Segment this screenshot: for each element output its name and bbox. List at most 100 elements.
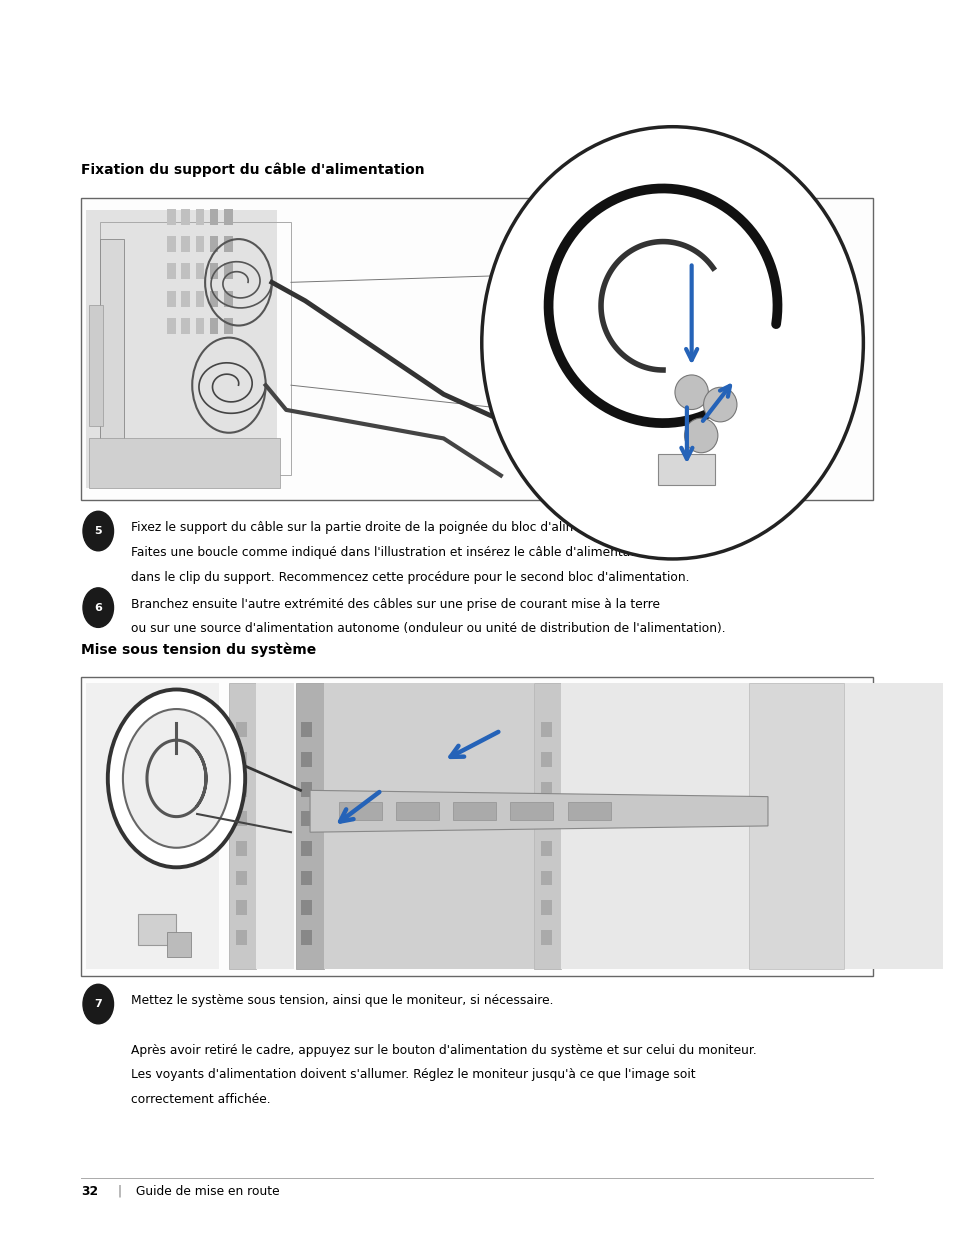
Circle shape: [83, 984, 113, 1024]
Bar: [300, 900, 312, 915]
Bar: [210, 209, 218, 225]
Bar: [300, 930, 312, 945]
Bar: [181, 209, 190, 225]
Bar: [235, 871, 247, 885]
Bar: [338, 802, 381, 820]
Bar: [195, 317, 204, 333]
Text: 6: 6: [94, 603, 102, 613]
Bar: [167, 209, 175, 225]
Bar: [255, 683, 294, 969]
Bar: [453, 802, 496, 820]
Bar: [567, 802, 610, 820]
Bar: [224, 290, 233, 306]
Bar: [181, 263, 190, 279]
Bar: [540, 841, 552, 856]
Bar: [224, 236, 233, 252]
Bar: [540, 930, 552, 945]
Bar: [81, 198, 872, 500]
Bar: [235, 841, 247, 856]
Bar: [195, 290, 204, 306]
Bar: [300, 811, 312, 826]
Bar: [534, 683, 560, 969]
Bar: [181, 236, 190, 252]
Bar: [748, 683, 843, 969]
Bar: [167, 317, 175, 333]
Bar: [195, 263, 204, 279]
Bar: [181, 317, 190, 333]
Bar: [560, 683, 942, 969]
Bar: [210, 263, 218, 279]
Bar: [300, 722, 312, 737]
Bar: [195, 290, 204, 306]
Bar: [324, 683, 534, 969]
Bar: [167, 236, 175, 252]
Bar: [195, 236, 204, 252]
Bar: [167, 236, 175, 252]
Text: Mise sous tension du système: Mise sous tension du système: [81, 642, 316, 657]
Bar: [167, 932, 191, 957]
Bar: [224, 263, 233, 279]
Text: Fixation du support du câble d'alimentation: Fixation du support du câble d'alimentat…: [81, 162, 424, 177]
Bar: [181, 209, 190, 225]
Ellipse shape: [674, 375, 707, 410]
Bar: [235, 752, 247, 767]
Text: Fixez le support du câble sur la partie droite de la poignée du bloc d'alimentat: Fixez le support du câble sur la partie …: [131, 521, 632, 535]
Bar: [295, 683, 324, 969]
Bar: [300, 752, 312, 767]
Bar: [167, 263, 175, 279]
Bar: [138, 914, 176, 945]
Bar: [195, 236, 204, 252]
Bar: [181, 290, 190, 306]
Bar: [235, 722, 247, 737]
Bar: [224, 317, 233, 333]
Bar: [81, 677, 872, 976]
Text: Mettez le système sous tension, ainsi que le moniteur, si nécessaire.: Mettez le système sous tension, ainsi qu…: [131, 994, 553, 1008]
Text: ou sur une source d'alimentation autonome (onduleur ou unité de distribution de : ou sur une source d'alimentation autonom…: [131, 622, 724, 636]
Bar: [235, 782, 247, 797]
Bar: [86, 210, 276, 488]
Bar: [100, 240, 124, 451]
Bar: [167, 290, 175, 306]
Text: Guide de mise en route: Guide de mise en route: [136, 1184, 280, 1198]
Bar: [235, 900, 247, 915]
Text: Après avoir retiré le cadre, appuyez sur le bouton d'alimentation du système et : Après avoir retiré le cadre, appuyez sur…: [131, 1044, 756, 1057]
Text: Branchez ensuite l'autre extrémité des câbles sur une prise de courant mise à la: Branchez ensuite l'autre extrémité des c…: [131, 598, 659, 611]
Bar: [167, 317, 175, 333]
Bar: [181, 290, 190, 306]
Bar: [195, 209, 204, 225]
Circle shape: [108, 689, 245, 867]
Bar: [210, 317, 218, 333]
Bar: [540, 900, 552, 915]
Bar: [181, 317, 190, 333]
Text: correctement affichée.: correctement affichée.: [131, 1093, 270, 1107]
Circle shape: [83, 511, 113, 551]
Ellipse shape: [702, 388, 736, 422]
Bar: [300, 871, 312, 885]
Bar: [195, 317, 204, 333]
Circle shape: [123, 709, 230, 847]
Text: 5: 5: [94, 526, 102, 536]
Bar: [210, 290, 218, 306]
Bar: [167, 290, 175, 306]
Bar: [300, 841, 312, 856]
Circle shape: [83, 588, 113, 627]
Text: dans le clip du support. Recommencez cette procédure pour le second bloc d'alime: dans le clip du support. Recommencez cet…: [131, 571, 688, 584]
Bar: [540, 782, 552, 797]
Bar: [167, 209, 175, 225]
Polygon shape: [310, 790, 767, 832]
Bar: [86, 683, 219, 969]
Bar: [195, 263, 204, 279]
Bar: [395, 802, 438, 820]
Text: |: |: [117, 1184, 121, 1198]
Bar: [540, 752, 552, 767]
Bar: [100, 222, 291, 475]
Bar: [540, 722, 552, 737]
Bar: [300, 782, 312, 797]
Bar: [195, 209, 204, 225]
Bar: [181, 263, 190, 279]
Ellipse shape: [481, 127, 862, 559]
Bar: [181, 236, 190, 252]
Text: 32: 32: [81, 1184, 98, 1198]
Bar: [510, 802, 553, 820]
Bar: [89, 438, 279, 488]
